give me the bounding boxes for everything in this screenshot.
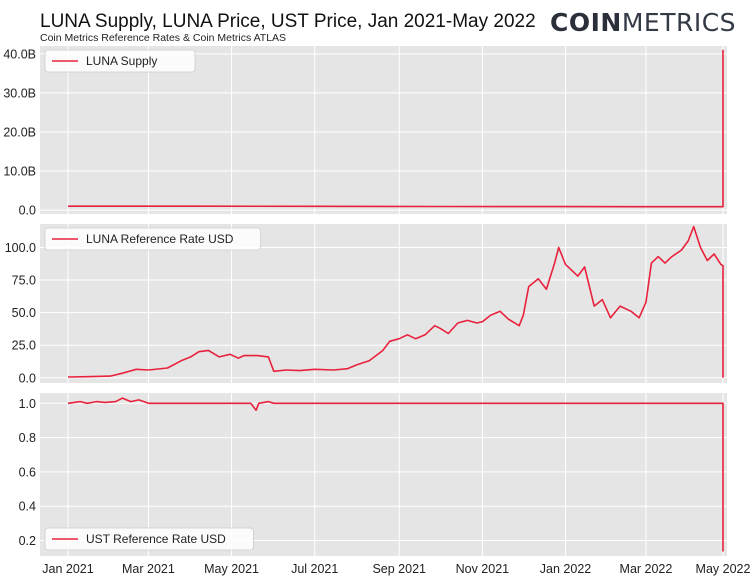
y-tick-label: 0.8	[19, 431, 36, 445]
y-tick-label: 75.0	[12, 274, 36, 288]
y-tick-label: 30.0B	[3, 86, 36, 100]
logo-coin-text: COIN	[550, 8, 622, 37]
y-tick-label: 0.0	[19, 371, 36, 385]
x-tick-label: May 2021	[204, 562, 259, 576]
chart-header: LUNA Supply, LUNA Price, UST Price, Jan …	[0, 0, 752, 44]
y-tick-label: 100.0	[5, 241, 36, 255]
y-tick-label: 0.0	[19, 204, 36, 218]
x-tick-label: Mar 2021	[122, 562, 175, 576]
legend-label: LUNA Supply	[86, 54, 157, 68]
y-tick-label: 0.2	[19, 534, 36, 548]
legend-box	[44, 227, 262, 251]
legend-label: UST Reference Rate USD	[86, 532, 226, 546]
series-line	[68, 49, 724, 208]
y-tick-label: 25.0	[12, 339, 36, 353]
y-tick-label: 10.0B	[3, 165, 36, 179]
series-line	[67, 225, 724, 378]
x-tick-label: May 2022	[696, 562, 751, 576]
y-tick-label: 40.0B	[3, 47, 36, 61]
x-tick-label: Mar 2022	[620, 562, 673, 576]
x-tick-label: Nov 2021	[456, 562, 510, 576]
panel-background	[40, 224, 727, 383]
y-tick-label: 20.0B	[3, 125, 36, 139]
y-tick-label: 1.0	[19, 397, 36, 411]
x-tick-label: Jul 2021	[291, 562, 338, 576]
y-tick-label: 0.4	[19, 500, 36, 514]
panel-background	[40, 46, 727, 214]
y-tick-label: 0.6	[19, 465, 36, 479]
logo-metrics-text: METRICS	[621, 8, 737, 37]
x-tick-label: Jan 2021	[42, 562, 93, 576]
legend-label: LUNA Reference Rate USD	[86, 232, 234, 246]
coinmetrics-logo: COINMETRICS	[550, 8, 736, 37]
y-tick-label: 50.0	[12, 306, 36, 320]
x-tick-label: Jan 2022	[540, 562, 591, 576]
chart-title: LUNA Supply, LUNA Price, UST Price, Jan …	[40, 11, 536, 32]
chart-subtitle: Coin Metrics Reference Rates & Coin Metr…	[40, 32, 287, 44]
x-tick-label: Sep 2021	[372, 562, 426, 576]
legend-box	[44, 527, 254, 551]
series-line	[67, 397, 724, 552]
legend-box	[44, 49, 196, 73]
